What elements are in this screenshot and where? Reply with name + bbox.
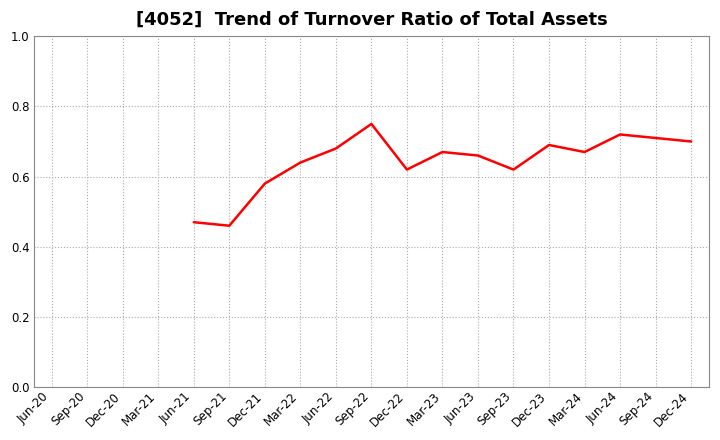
Title: [4052]  Trend of Turnover Ratio of Total Assets: [4052] Trend of Turnover Ratio of Total … bbox=[135, 11, 607, 29]
